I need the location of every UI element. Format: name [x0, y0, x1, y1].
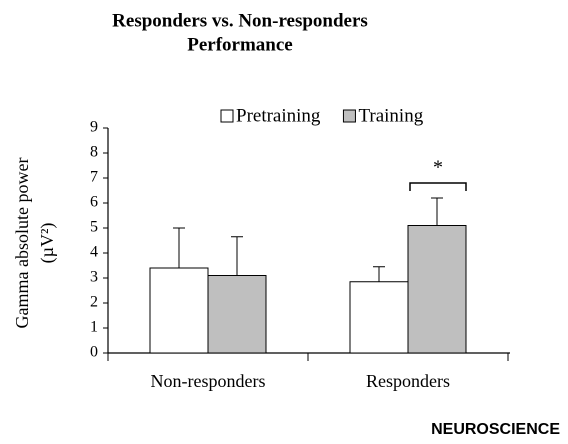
- error-bar: [373, 266, 385, 282]
- chart-title: Responders vs. Non-responders: [112, 10, 368, 31]
- bar: [207, 275, 267, 354]
- significance-bracket: [409, 182, 467, 191]
- bar: [149, 267, 209, 354]
- y-tick-label: 3: [90, 269, 98, 286]
- bar: [349, 281, 409, 354]
- bar: [407, 225, 467, 354]
- watermark: NEUROSCIENCE: [431, 421, 560, 438]
- chart-title: Performance: [187, 34, 293, 55]
- y-tick-label: 5: [90, 219, 98, 236]
- legend-swatch: [220, 109, 234, 123]
- y-tick-label: 9: [90, 119, 98, 136]
- x-tick-label: Non-responders: [151, 371, 266, 391]
- x-tick-label: Responders: [366, 371, 450, 391]
- y-axis-label: Gamma absolute power: [12, 158, 32, 329]
- y-tick-label: 6: [90, 194, 98, 211]
- legend-swatch: [342, 109, 356, 123]
- error-bar: [231, 236, 243, 276]
- error-bar: [173, 227, 185, 268]
- legend-label: Training: [358, 105, 423, 126]
- y-tick-label: 2: [90, 294, 98, 311]
- y-tick-label: 4: [90, 244, 98, 261]
- annotation: *: [433, 157, 443, 179]
- error-bar: [431, 197, 443, 226]
- y-tick-label: 7: [90, 169, 98, 186]
- y-tick-label: 8: [90, 144, 98, 161]
- legend-label: Pretraining: [236, 105, 321, 126]
- y-tick-label: 1: [90, 319, 98, 336]
- y-axis-label: (µV²): [37, 223, 58, 264]
- y-tick-label: 0: [90, 344, 98, 361]
